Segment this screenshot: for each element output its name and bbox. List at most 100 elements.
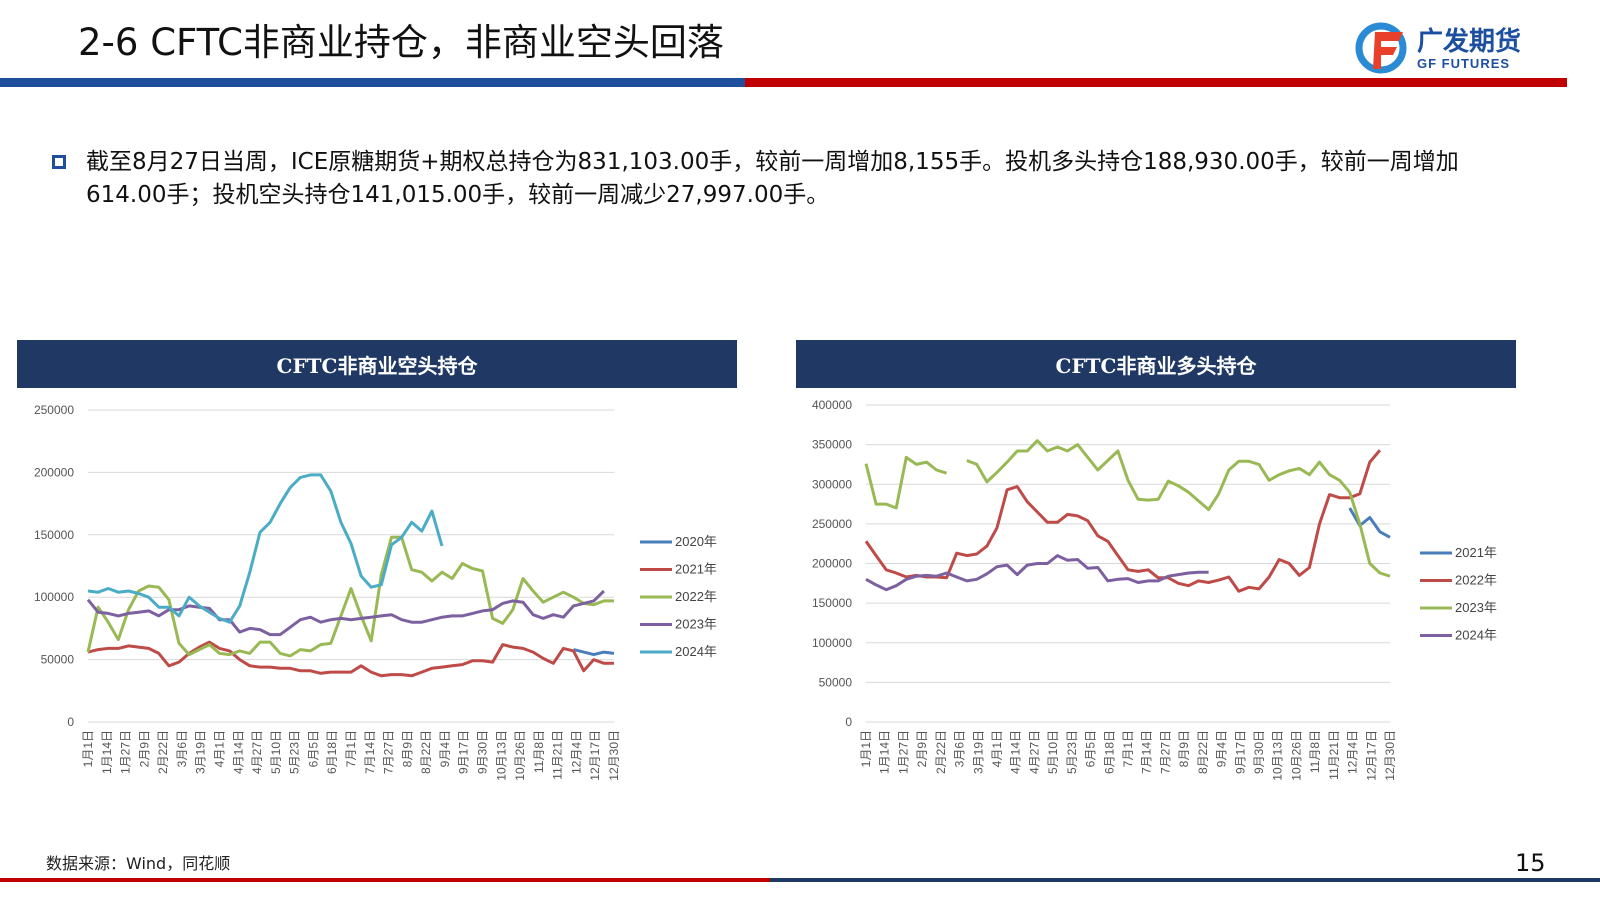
- svg-text:广发期货: 广发期货: [1417, 26, 1521, 56]
- series-line-2021年: [1348, 507, 1391, 539]
- x-tick-label: 1月14日: [100, 730, 114, 774]
- x-tick-label: 5月23日: [1065, 730, 1079, 774]
- summary-text: 截至8月27日当周，ICE原糖期货+期权总持仓为831,103.00手，较前一周…: [86, 149, 1459, 208]
- y-tick-label: 150000: [812, 596, 852, 610]
- x-tick-label: 4月1日: [213, 730, 227, 767]
- legend-label: 2024年: [675, 644, 717, 659]
- x-tick-label: 6月5日: [1084, 730, 1098, 767]
- series-line-2022年: [864, 449, 1382, 593]
- x-tick-label: 10月26日: [1289, 730, 1303, 781]
- x-tick-label: 11月21日: [1327, 730, 1341, 780]
- series-line-2021年: [87, 640, 614, 678]
- x-tick-label: 8月9日: [400, 730, 414, 767]
- long-position-chart: 0 50000 100000 150000 200000 250000 300000 3500…: [812, 398, 1497, 781]
- x-tick-label: 6月18日: [1102, 730, 1116, 774]
- x-tick-label: 9月30日: [476, 730, 490, 774]
- x-tick-label: 9月30日: [1252, 730, 1266, 774]
- series-line-2024年: [87, 473, 444, 624]
- header-divider-blue: [0, 78, 745, 87]
- x-tick-label: 3月6日: [175, 730, 189, 767]
- legend-label: 2021年: [1455, 545, 1497, 560]
- page-number: 15: [1515, 849, 1546, 877]
- x-tick-label: 4月27日: [1027, 730, 1041, 774]
- x-tick-label: 1月1日: [81, 730, 95, 767]
- y-tick-label: 50000: [41, 653, 75, 667]
- x-tick-label: 7月14日: [1140, 730, 1154, 774]
- legend-label: 2022年: [1455, 573, 1497, 588]
- y-tick-label: 150000: [34, 528, 74, 542]
- x-tick-label: 7月27日: [382, 730, 396, 774]
- chart-title-short: CFTC非商业空头持仓: [17, 340, 737, 388]
- data-source: 数据来源：Wind，同花顺: [46, 854, 231, 873]
- gf-logo-icon: 广发期货 GF FUTURES: [1355, 22, 1521, 74]
- x-tick-label: 3月19日: [194, 730, 208, 774]
- x-tick-label: 12月4日: [569, 730, 583, 774]
- x-tick-label: 11月21日: [551, 730, 565, 780]
- legend-label: 2020年: [675, 534, 717, 549]
- y-tick-label: 0: [845, 715, 852, 729]
- x-tick-label: 5月23日: [288, 730, 302, 774]
- gf-futures-logo: 广发期货 GF FUTURES: [1355, 18, 1555, 76]
- x-tick-label: 4月14日: [1009, 730, 1023, 774]
- x-tick-label: 2月9日: [915, 730, 929, 767]
- page-title: 2-6 CFTC非商业持仓，非商业空头回落: [78, 21, 724, 64]
- x-tick-label: 2月22日: [934, 730, 948, 774]
- x-tick-label: 12月4日: [1346, 730, 1360, 774]
- x-tick-label: 3月19日: [971, 730, 985, 774]
- x-tick-label: 2月9日: [137, 730, 151, 767]
- x-tick-label: 7月1日: [1121, 730, 1135, 767]
- x-tick-label: 12月30日: [1383, 730, 1397, 781]
- y-tick-label: 200000: [34, 465, 74, 479]
- header-divider-red: [745, 78, 1567, 87]
- x-tick-label: 12月17日: [1364, 730, 1378, 781]
- series-line-2024年: [865, 554, 1209, 592]
- x-tick-label: 6月18日: [325, 730, 339, 774]
- legend-label: 2023年: [675, 617, 717, 632]
- short-position-chart: 0 50000 100000 150000 200000 250000 1月1日 1月14日 1…: [34, 403, 717, 781]
- y-tick-label: 250000: [812, 517, 852, 531]
- legend-label: 2021年: [675, 562, 717, 577]
- x-tick-label: 9月4日: [438, 730, 452, 767]
- x-tick-label: 4月27日: [250, 730, 264, 774]
- y-tick-label: 200000: [812, 557, 852, 571]
- x-tick-label: 5月10日: [269, 730, 283, 774]
- x-tick-label: 2月22日: [156, 730, 170, 774]
- y-tick-label: 100000: [812, 636, 852, 650]
- x-tick-label: 9月17日: [1233, 730, 1247, 774]
- x-tick-label: 4月14日: [231, 730, 245, 774]
- series-line-2022年: [86, 535, 614, 658]
- x-tick-label: 8月22日: [1196, 730, 1210, 774]
- x-tick-label: 11月8日: [1308, 730, 1322, 773]
- y-tick-label: 300000: [812, 477, 852, 491]
- x-tick-label: 4月1日: [990, 730, 1004, 767]
- x-tick-label: 9月17日: [457, 730, 471, 774]
- y-tick-label: 0: [67, 715, 74, 729]
- x-tick-label: 6月5日: [306, 730, 320, 767]
- x-tick-label: 3月6日: [953, 730, 967, 767]
- y-tick-label: 100000: [34, 590, 74, 604]
- legend-label: 2022年: [675, 589, 717, 604]
- bullet-square-icon: [52, 155, 66, 169]
- x-tick-label: 8月9日: [1177, 730, 1191, 767]
- footer-divider-blue: [770, 878, 1600, 882]
- y-tick-label: 250000: [34, 403, 74, 417]
- x-tick-label: 12月17日: [588, 730, 602, 781]
- chart-title-long: CFTC非商业多头持仓: [796, 340, 1516, 388]
- legend-label: 2024年: [1455, 628, 1497, 643]
- x-tick-label: 12月30日: [607, 730, 621, 781]
- y-tick-label: 400000: [812, 398, 852, 412]
- x-tick-label: 10月13日: [494, 730, 508, 781]
- x-tick-label: 11月8日: [532, 730, 546, 773]
- series-line-2020年: [573, 648, 615, 657]
- y-tick-label: 350000: [812, 438, 852, 452]
- x-tick-label: 1月27日: [896, 730, 910, 774]
- svg-text:GF FUTURES: GF FUTURES: [1417, 56, 1510, 71]
- x-tick-label: 9月4日: [1215, 730, 1229, 767]
- x-tick-label: 10月26日: [513, 730, 527, 781]
- x-tick-label: 10月13日: [1271, 730, 1285, 781]
- x-tick-label: 7月27日: [1158, 730, 1172, 774]
- x-tick-label: 8月22日: [419, 730, 433, 774]
- x-tick-label: 1月27日: [119, 730, 133, 774]
- x-tick-label: 5月10日: [1046, 730, 1060, 774]
- footer-divider-red: [0, 878, 770, 882]
